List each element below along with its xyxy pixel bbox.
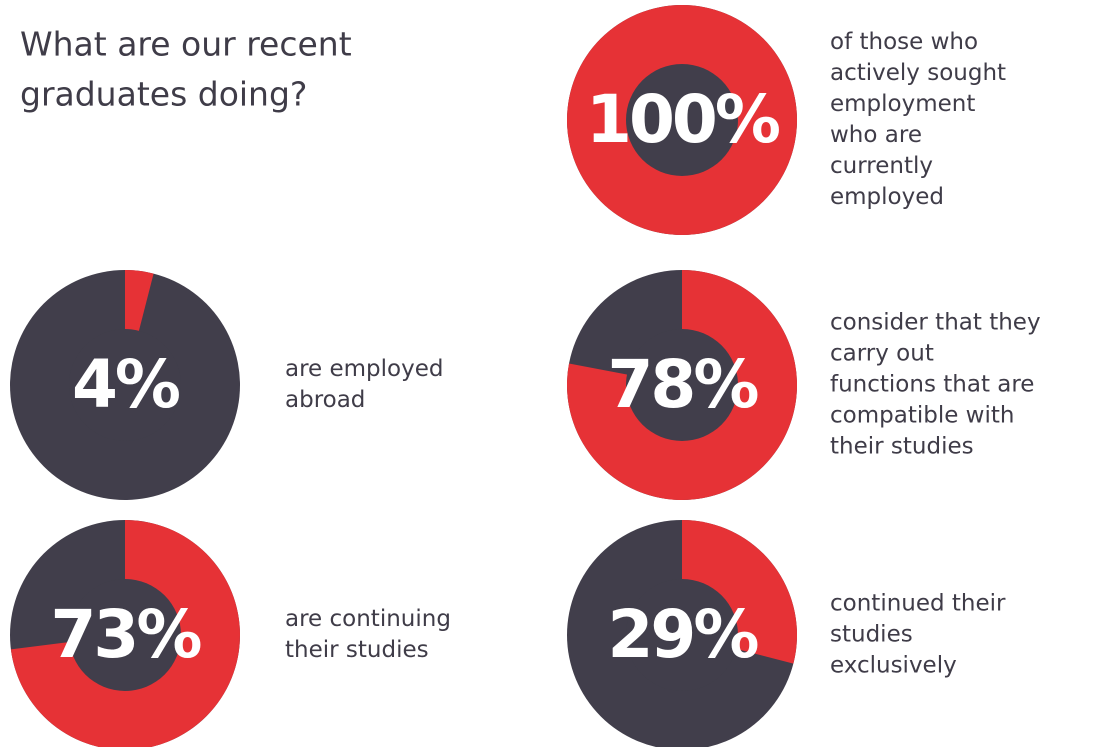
caption-line: carry out [830,341,934,367]
donut-value: 78% [608,346,759,423]
donut-hole [626,579,738,691]
caption-line: abroad [285,387,365,413]
caption-line: continued their [830,591,1006,617]
caption-line: who are [830,122,922,148]
donut-value: 73% [51,596,202,673]
caption-line: are continuing [285,606,451,632]
caption-line: exclusively [830,653,957,679]
donut-hole [69,329,181,441]
caption-line: studies [830,622,913,648]
donut-hole [69,579,181,691]
caption-line: employment [830,91,975,117]
page-title: What are our recent [20,25,352,64]
donut-hole [626,64,738,176]
caption-line: compatible with [830,403,1014,429]
donut-value: 4% [72,346,180,423]
page-title: graduates doing? [20,75,307,114]
donut-value: 29% [608,596,759,673]
caption-line: of those who [830,29,978,55]
caption-line: functions that are [830,372,1034,398]
donut-hole [626,329,738,441]
donut-value: 100% [586,81,780,158]
caption-line: actively sought [830,60,1006,86]
caption-line: employed [830,184,944,210]
caption-line: consider that they [830,310,1041,336]
caption-line: are employed [285,356,443,382]
caption-line: their studies [830,434,974,460]
caption-line: currently [830,153,933,179]
caption-line: their studies [285,637,429,663]
